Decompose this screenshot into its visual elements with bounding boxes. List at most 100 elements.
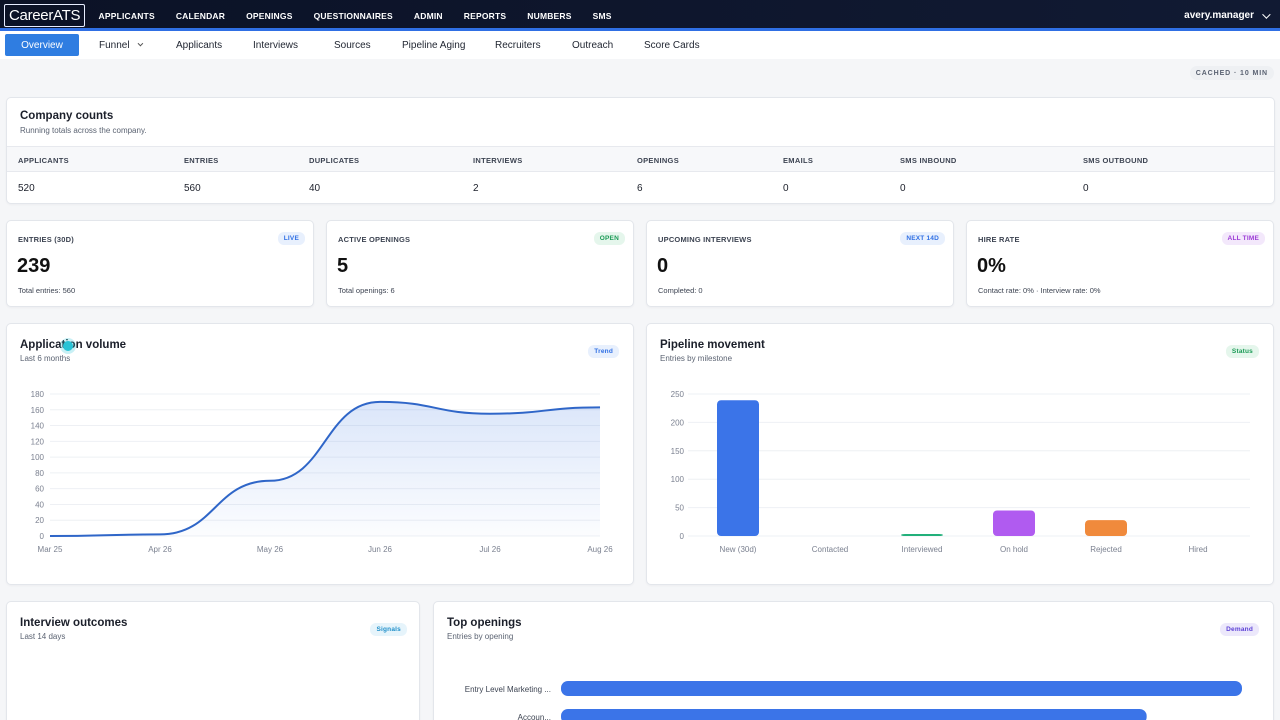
tab-applicants[interactable]: Applicants xyxy=(176,39,223,51)
mouse-cursor xyxy=(63,341,73,351)
column-header: APPLICANTS xyxy=(18,156,69,165)
x-tick-label: May 26 xyxy=(257,545,284,554)
report-tabs: Overview Funnel Applicants Interviews So… xyxy=(0,31,1280,59)
count-entries: 560 xyxy=(184,183,201,194)
pipeline-subtitle: Entries by milestone xyxy=(660,354,733,363)
chevron-down-icon xyxy=(1262,9,1271,19)
x-tick-label: Contacted xyxy=(812,545,848,554)
kpi-card-entries: ENTRIES (30D) LIVE 239 Total entries: 56… xyxy=(6,220,314,307)
series-line xyxy=(49,400,601,537)
opening-label: Entry Level Marketing ... xyxy=(465,685,551,694)
x-tick-label: Jun 26 xyxy=(368,545,393,554)
pipeline-title: Pipeline movement xyxy=(660,339,765,351)
status-badge: NEXT 14D xyxy=(900,232,945,245)
y-tick-label: 150 xyxy=(671,447,685,456)
cache-status-badge: CACHED · 10 MIN xyxy=(1189,66,1274,80)
bar xyxy=(717,400,759,536)
nav-applicants[interactable]: APPLICANTS xyxy=(98,10,155,21)
count-duplicates: 40 xyxy=(309,183,321,194)
kpi-value: 239 xyxy=(17,255,51,277)
status-badge: LIVE xyxy=(277,232,305,245)
x-tick-label: Interviewed xyxy=(902,545,943,554)
kpi-card-hire-rate: HIRE RATE ALL TIME 0% Contact rate: 0% ·… xyxy=(966,220,1274,307)
tab-recruiters[interactable]: Recruiters xyxy=(495,39,541,51)
nav-openings[interactable]: OPENINGS xyxy=(246,10,293,21)
company-counts-title: Company counts xyxy=(20,110,114,122)
kpi-footnote: Completed: 0 xyxy=(658,286,703,295)
x-tick-label: On hold xyxy=(1000,545,1028,554)
volume-title: Application volume xyxy=(20,339,127,351)
kpi-footnote: Total openings: 6 xyxy=(338,286,395,295)
opening-label: Accoun... xyxy=(518,713,551,720)
demand-badge: Demand xyxy=(1220,623,1259,636)
count-applicants: 520 xyxy=(18,183,35,194)
kpi-value: 5 xyxy=(337,255,349,277)
y-tick-label: 200 xyxy=(671,418,685,427)
user-menu[interactable]: avery.manager xyxy=(1184,0,1271,31)
y-tick-label: 60 xyxy=(35,485,44,494)
tab-funnel-label: Funnel xyxy=(99,39,130,51)
trend-badge: Trend xyxy=(588,345,619,358)
top-openings-subtitle: Entries by opening xyxy=(447,632,514,641)
status-badge: Status xyxy=(1225,345,1259,358)
y-tick-label: 40 xyxy=(35,500,44,509)
bar xyxy=(561,681,1242,696)
kpi-label: ENTRIES (30D) xyxy=(18,235,74,244)
top-navigation-bar: CareerATS APPLICANTS CALENDAR OPENINGS Q… xyxy=(0,0,1280,31)
tab-overview[interactable]: Overview xyxy=(5,34,79,56)
bar xyxy=(901,534,943,536)
count-sms-inbound: 0 xyxy=(900,183,906,194)
signals-badge: Signals xyxy=(370,623,407,636)
tab-score-cards[interactable]: Score Cards xyxy=(644,39,700,51)
y-tick-label: 100 xyxy=(31,453,45,462)
nav-numbers[interactable]: NUMBERS xyxy=(527,10,572,21)
bar xyxy=(561,709,1147,720)
x-tick-label: New (30d) xyxy=(720,545,757,554)
column-header: ENTRIES xyxy=(184,156,219,165)
x-tick-label: Apr 26 xyxy=(148,545,172,554)
y-tick-label: 140 xyxy=(31,422,45,431)
kpi-value: 0 xyxy=(657,255,669,277)
main-menu: APPLICANTS CALENDAR OPENINGS QUESTIONNAI… xyxy=(88,0,622,31)
nav-questionnaires[interactable]: QUESTIONNAIRES xyxy=(313,10,393,21)
tab-interviews[interactable]: Interviews xyxy=(253,39,299,51)
kpi-label: UPCOMING INTERVIEWS xyxy=(658,235,752,244)
y-tick-label: 160 xyxy=(31,406,45,415)
company-counts-card: Company counts Running totals across the… xyxy=(6,97,1275,204)
nav-calendar[interactable]: CALENDAR xyxy=(175,10,226,21)
tab-funnel[interactable]: Funnel xyxy=(99,34,143,56)
kpi-label: HIRE RATE xyxy=(978,235,1020,244)
x-tick-label: Rejected xyxy=(1090,545,1122,554)
x-tick-label: Jul 26 xyxy=(479,545,501,554)
y-tick-label: 250 xyxy=(671,390,685,399)
user-name: avery.manager xyxy=(1184,10,1254,21)
nav-sms[interactable]: SMS xyxy=(592,10,612,21)
nav-admin[interactable]: ADMIN xyxy=(413,10,443,21)
volume-subtitle: Last 6 months xyxy=(20,354,71,363)
kpi-footnote: Contact rate: 0% · Interview rate: 0% xyxy=(978,286,1101,295)
top-openings-card: Top openings Entries by opening Demand xyxy=(433,601,1274,720)
column-header: OPENINGS xyxy=(637,156,679,165)
count-sms-outbound: 0 xyxy=(1083,183,1089,194)
outcomes-title: Interview outcomes xyxy=(20,617,128,629)
chevron-down-icon xyxy=(137,40,143,47)
y-tick-label: 80 xyxy=(35,469,44,478)
counts-table-header: APPLICANTS ENTRIES DUPLICATES INTERVIEWS… xyxy=(7,146,1274,172)
company-counts-subtitle: Running totals across the company. xyxy=(20,126,147,135)
tab-pipeline-aging[interactable]: Pipeline Aging xyxy=(402,39,466,51)
top-openings-title: Top openings xyxy=(447,617,522,629)
app-logo[interactable]: CareerATS xyxy=(4,4,86,27)
nav-reports[interactable]: REPORTS xyxy=(463,10,507,21)
tab-outreach[interactable]: Outreach xyxy=(572,39,614,51)
outcomes-subtitle: Last 14 days xyxy=(20,632,66,641)
status-badge: OPEN xyxy=(593,232,625,245)
tab-sources[interactable]: Sources xyxy=(334,39,371,51)
kpi-value: 0% xyxy=(977,255,1006,277)
x-tick-label: Mar 25 xyxy=(38,545,63,554)
y-tick-label: 20 xyxy=(35,516,44,525)
kpi-card-active-openings: ACTIVE OPENINGS OPEN 5 Total openings: 6 xyxy=(326,220,634,307)
top-openings-chart: Entry Level Marketing ... Accoun... xyxy=(465,681,1242,720)
count-emails: 0 xyxy=(783,183,789,194)
kpi-footnote: Total entries: 560 xyxy=(18,286,76,295)
y-tick-label: 180 xyxy=(31,390,45,399)
